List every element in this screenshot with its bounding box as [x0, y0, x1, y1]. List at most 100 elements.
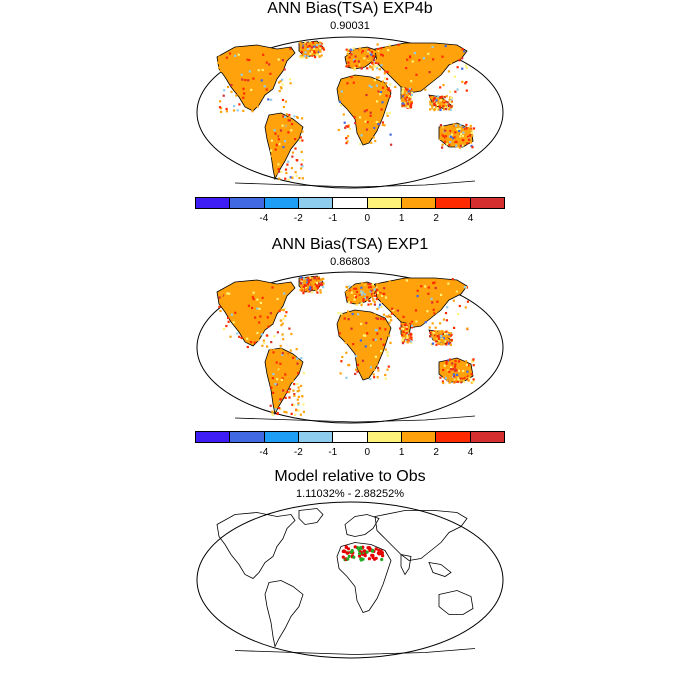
bias-cell — [278, 135, 282, 138]
bias-cell — [436, 332, 439, 335]
bias-cell — [276, 399, 279, 402]
bias-cell — [406, 58, 409, 61]
bias-cell — [445, 360, 448, 363]
bias-cell — [290, 332, 293, 336]
bias-cell — [218, 305, 221, 308]
bias-cell — [401, 338, 404, 341]
colorbar-tick-label: 0 — [364, 447, 370, 458]
bias-cell — [435, 99, 438, 102]
bias-cell — [277, 81, 281, 84]
bias-cell — [267, 325, 270, 328]
bias-cell — [251, 306, 254, 310]
bias-cell — [438, 107, 442, 110]
relative-point — [367, 557, 371, 561]
colorbar-tick-label: -4 — [259, 447, 269, 458]
bias-cell — [240, 73, 243, 76]
bias-cell — [363, 133, 366, 136]
bias-cell — [217, 61, 220, 64]
bias-cell — [376, 307, 379, 311]
bias-cell — [288, 113, 291, 117]
bias-cell — [261, 344, 264, 347]
bias-cell — [248, 58, 251, 62]
bias-cell — [421, 302, 424, 306]
bias-cell — [451, 368, 454, 371]
bias-cell — [439, 124, 442, 127]
bias-cell — [389, 300, 392, 303]
bias-cell — [376, 92, 379, 95]
bias-cell — [450, 338, 453, 342]
bias-cell — [423, 47, 426, 50]
bias-cell — [314, 56, 317, 59]
bias-cell — [339, 325, 342, 328]
bias-cell — [270, 139, 273, 142]
bias-cell — [275, 53, 278, 56]
bias-cell — [311, 54, 314, 57]
bias-cell — [347, 363, 350, 367]
bias-cell — [443, 96, 446, 99]
bias-cell — [406, 338, 409, 341]
bias-cell — [360, 301, 363, 305]
bias-cell — [406, 102, 409, 105]
bias-cell — [401, 342, 405, 345]
bias-cell — [350, 291, 353, 294]
bias-cell — [410, 100, 413, 103]
bias-cell — [317, 277, 320, 280]
bias-cell — [470, 373, 473, 376]
bias-cell — [294, 413, 297, 416]
bias-cell — [256, 331, 259, 335]
bias-cell — [287, 160, 290, 163]
bias-cell — [406, 96, 409, 99]
bias-cell — [457, 136, 460, 139]
bias-cell — [381, 86, 385, 89]
bias-cell — [274, 132, 277, 135]
bias-cell — [303, 284, 306, 287]
bias-cell — [423, 288, 426, 291]
bias-cell — [442, 381, 445, 385]
bias-cell — [432, 336, 435, 339]
bias-cell — [225, 56, 228, 59]
bias-cell — [441, 146, 444, 149]
bias-cell — [308, 44, 311, 47]
bias-cell — [456, 380, 459, 383]
bias-cell — [454, 363, 457, 366]
bias-cell — [348, 56, 351, 59]
bias-cell — [246, 58, 249, 61]
bias-cell — [440, 363, 443, 366]
bias-cell — [226, 292, 229, 295]
bias-cell — [462, 131, 465, 134]
bias-cell — [403, 92, 406, 95]
bias-cell — [384, 70, 387, 73]
bias-cell — [370, 141, 373, 144]
bias-cell — [380, 305, 383, 309]
bias-cell — [461, 377, 464, 380]
bias-cell — [243, 92, 246, 95]
bias-cell — [404, 90, 407, 93]
bias-cell — [301, 177, 304, 180]
bias-cell — [446, 372, 449, 375]
bias-cell — [352, 47, 355, 50]
bias-cell — [372, 55, 375, 58]
bias-cell — [280, 319, 283, 322]
bias-cell — [382, 88, 385, 91]
bias-cell — [287, 178, 290, 181]
bias-cell — [449, 380, 452, 383]
bias-cell — [408, 99, 411, 102]
bias-cell — [387, 49, 390, 52]
bias-cell — [388, 44, 391, 47]
bias-cell — [308, 282, 311, 285]
bias-cell — [230, 313, 233, 316]
bias-cell — [365, 128, 368, 131]
bias-cell — [363, 293, 366, 296]
bias-cell — [298, 177, 301, 180]
bias-cell — [456, 88, 459, 91]
bias-cell — [465, 66, 468, 69]
relative-point — [341, 555, 345, 559]
bias-cell — [428, 71, 431, 74]
bias-cell — [371, 66, 374, 69]
bias-cell — [390, 312, 393, 315]
bias-cell — [387, 325, 390, 328]
bias-cell — [379, 106, 382, 109]
bias-cell — [409, 322, 412, 325]
bias-cell — [456, 66, 459, 69]
bias-cell — [401, 99, 404, 103]
